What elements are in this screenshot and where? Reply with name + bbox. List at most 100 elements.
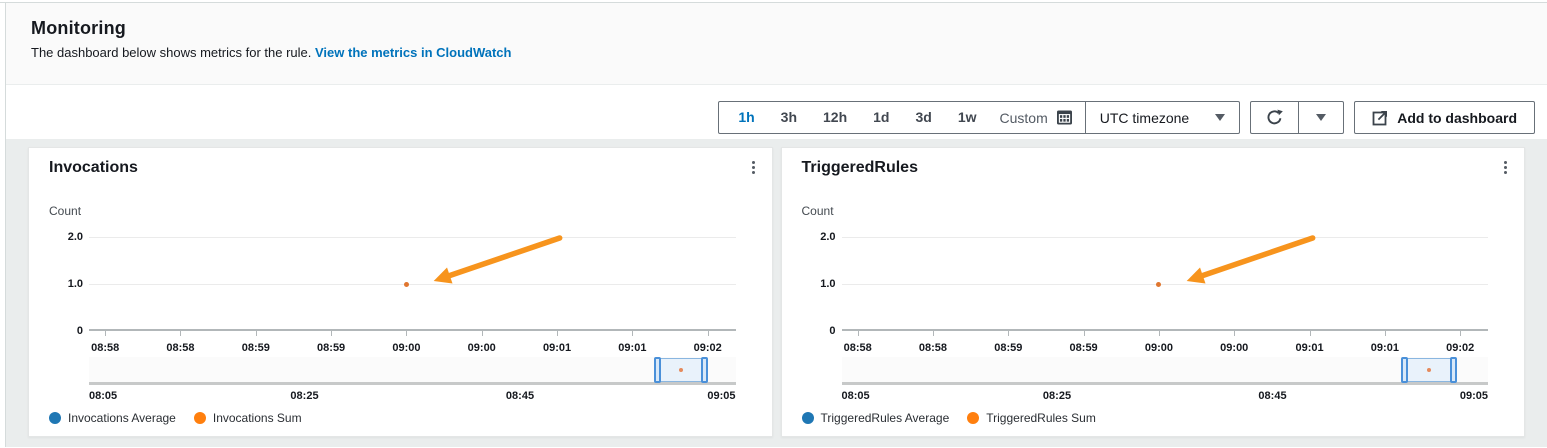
caret-down-icon bbox=[1316, 114, 1327, 121]
brush-time-label: 08:05 bbox=[841, 390, 870, 402]
legend-label: Invocations Average bbox=[68, 411, 176, 425]
data-point bbox=[1156, 281, 1162, 287]
legend: Invocations Average Invocations Sum bbox=[49, 411, 302, 425]
legend-label: Invocations Sum bbox=[212, 411, 302, 425]
range-button-1h[interactable]: 1h bbox=[738, 109, 755, 125]
chart-options-button[interactable] bbox=[748, 157, 759, 178]
legend-item[interactable]: Invocations Sum bbox=[193, 411, 302, 425]
chart-card: TriggeredRules Count 2.0 1.0 0 08:58 08:58 08… bbox=[780, 147, 1525, 437]
legend: TriggeredRules Average TriggeredRules Sum bbox=[801, 411, 1096, 425]
y-tick-label: 1.0 bbox=[67, 278, 83, 290]
x-tickmark bbox=[255, 331, 257, 336]
x-tick-label: 09:00 bbox=[467, 342, 496, 354]
x-tick-label: 09:00 bbox=[1144, 342, 1173, 354]
x-tickmark bbox=[707, 331, 709, 336]
timezone-select[interactable]: UTC timezone bbox=[1086, 110, 1239, 126]
brush-labels: 08:05 08:25 08:45 09:05 bbox=[842, 390, 1489, 404]
x-tick-label: 09:01 bbox=[542, 342, 572, 354]
x-tick-label: 09:01 bbox=[1370, 342, 1399, 354]
header: Monitoring The dashboard below shows met… bbox=[6, 3, 1547, 85]
chart-title: Invocations bbox=[49, 159, 138, 176]
brush-handle-left[interactable] bbox=[1400, 357, 1408, 383]
x-tickmark bbox=[857, 331, 859, 336]
page-title: Monitoring bbox=[31, 18, 126, 38]
gridline bbox=[841, 237, 1488, 238]
brush-labels: 08:05 08:25 08:45 09:05 bbox=[89, 390, 736, 404]
brush-selection[interactable] bbox=[1400, 357, 1457, 383]
data-point bbox=[403, 281, 409, 287]
legend-item[interactable]: Invocations Average bbox=[49, 411, 176, 425]
y-tick-label: 1.0 bbox=[820, 278, 836, 290]
x-tickmark bbox=[180, 331, 182, 336]
brush-handle-right[interactable] bbox=[1449, 357, 1457, 383]
x-tickmark bbox=[1309, 331, 1311, 336]
x-tick-label: 08:58 bbox=[166, 342, 195, 354]
legend-item[interactable]: TriggeredRules Average bbox=[801, 411, 949, 425]
gridline bbox=[841, 284, 1488, 285]
range-button-3h[interactable]: 3h bbox=[780, 109, 798, 125]
brush-time-label: 08:45 bbox=[1258, 390, 1287, 402]
brush-time-label: 08:05 bbox=[89, 390, 118, 402]
custom-range-label: Custom bbox=[999, 109, 1048, 126]
y-axis-title: Count bbox=[801, 204, 834, 218]
y-tick-label: 0 bbox=[829, 325, 836, 337]
legend-item[interactable]: TriggeredRules Sum bbox=[967, 411, 1096, 425]
add-to-dashboard-button[interactable]: Add to dashboard bbox=[1354, 101, 1535, 134]
cloudwatch-link[interactable]: View the metrics in CloudWatch bbox=[314, 45, 512, 60]
gridline bbox=[89, 284, 736, 285]
custom-range-button[interactable]: Custom bbox=[990, 109, 1085, 126]
brush-handle-left[interactable] bbox=[653, 357, 661, 383]
x-tickmark bbox=[481, 331, 483, 336]
brush-time-label: 09:05 bbox=[707, 390, 736, 402]
x-tick-label: 09:02 bbox=[1446, 342, 1475, 354]
brush-track bbox=[89, 357, 736, 385]
time-range-group: 1h 3h 12h 1d 3d 1w Custom bbox=[718, 101, 1241, 134]
x-tickmark bbox=[932, 331, 934, 336]
brush-time-label: 08:45 bbox=[505, 390, 535, 402]
brush-time-label: 08:25 bbox=[290, 390, 319, 402]
range-button-12h[interactable]: 12h bbox=[823, 109, 848, 125]
range-button-1d[interactable]: 1d bbox=[873, 109, 890, 125]
refresh-group-divider bbox=[1298, 102, 1300, 133]
brush-handle-right[interactable] bbox=[701, 357, 709, 383]
range-button-3d[interactable]: 3d bbox=[915, 109, 932, 125]
x-tickmark bbox=[1083, 331, 1085, 336]
x-tickmark bbox=[1234, 331, 1236, 336]
x-tickmark bbox=[406, 331, 408, 336]
brush-point bbox=[1426, 368, 1431, 372]
brush-time-label: 09:05 bbox=[1459, 390, 1488, 402]
brush-time-label: 08:25 bbox=[1042, 390, 1072, 402]
x-tickmark bbox=[632, 331, 634, 336]
x-tickmark bbox=[1158, 331, 1160, 336]
charts-area: Invocations Count 2.0 1.0 0 08:58 08:58 08:59… bbox=[6, 139, 1547, 447]
y-tick-label: 2.0 bbox=[820, 231, 836, 243]
plot-area: 2.0 1.0 0 08:58 08:58 08:59 08:59 09:00 09:00 09:… bbox=[68, 230, 736, 354]
chart-title: TriggeredRules bbox=[801, 159, 918, 176]
kebab-icon bbox=[1504, 161, 1507, 164]
add-to-dashboard-label: Add to dashboard bbox=[1397, 109, 1517, 126]
x-tickmark bbox=[1008, 331, 1010, 336]
toolbar-row: 1h 3h 12h 1d 3d 1w Custom bbox=[6, 85, 1547, 139]
x-tickmark bbox=[1384, 331, 1386, 336]
legend-label: TriggeredRules Sum bbox=[986, 411, 1096, 425]
refresh-options-button[interactable] bbox=[1299, 114, 1343, 121]
y-axis-title: Count bbox=[49, 204, 82, 218]
range-button-1w[interactable]: 1w bbox=[957, 109, 977, 125]
x-tick-label: 08:58 bbox=[91, 342, 120, 354]
calendar-icon bbox=[1056, 109, 1073, 126]
kebab-icon bbox=[751, 161, 755, 164]
x-tick-label: 08:59 bbox=[241, 342, 270, 354]
chart-card: Invocations Count 2.0 1.0 0 08:58 08:58 08:59… bbox=[28, 147, 773, 437]
legend-swatch bbox=[193, 412, 206, 424]
legend-swatch bbox=[967, 412, 980, 424]
plot-area: 2.0 1.0 0 08:58 08:58 08:59 08:59 09:00 09:00 09:… bbox=[820, 230, 1488, 354]
brush-track bbox=[841, 357, 1488, 385]
x-tick-label: 08:58 bbox=[918, 342, 948, 354]
x-tick-label: 09:02 bbox=[693, 342, 722, 354]
brush-selection[interactable] bbox=[653, 357, 709, 383]
chart-options-button[interactable] bbox=[1500, 157, 1511, 178]
refresh-button[interactable] bbox=[1251, 108, 1298, 127]
x-tickmark bbox=[331, 331, 333, 336]
timezone-label: UTC timezone bbox=[1099, 109, 1190, 126]
